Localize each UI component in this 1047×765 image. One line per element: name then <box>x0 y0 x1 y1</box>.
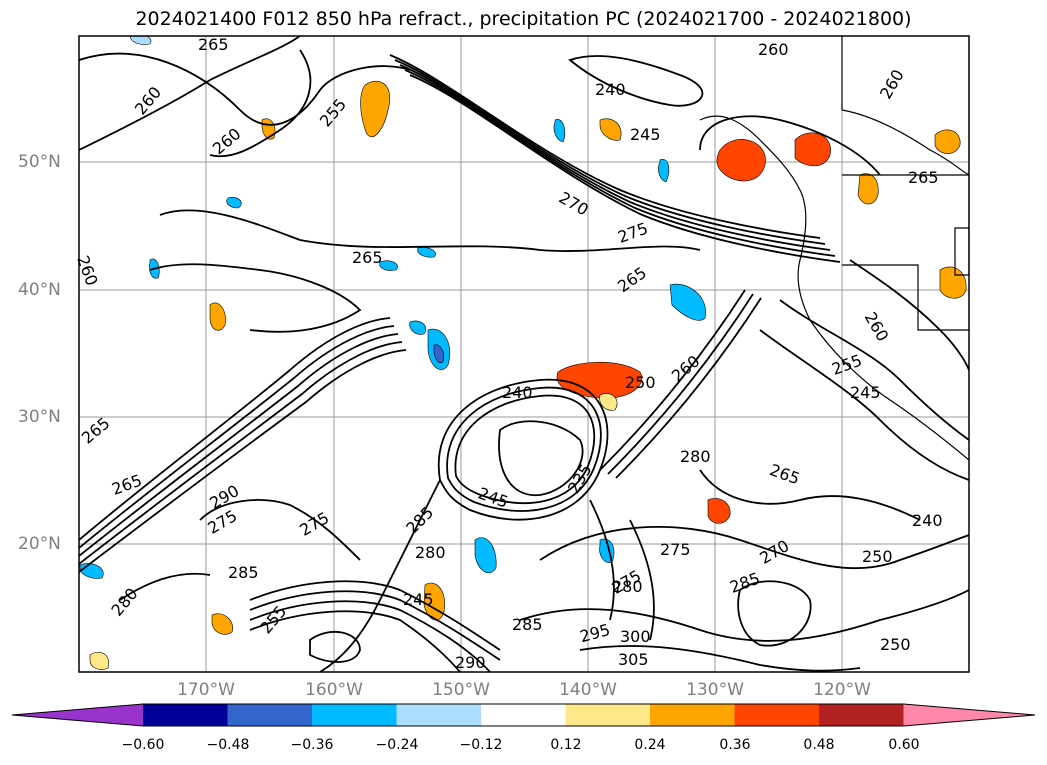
contour-label: 245 <box>850 383 881 402</box>
map-frame <box>78 35 970 673</box>
map-area <box>79 36 969 672</box>
colorbar-tick-label: 0.48 <box>803 737 835 753</box>
colorbar-tick-label: −0.48 <box>206 737 250 753</box>
colorbar-segment <box>312 704 397 726</box>
contour-label: 280 <box>415 543 446 562</box>
lon-label: 150°W <box>432 680 490 700</box>
colorbar-segment <box>396 704 482 726</box>
lat-label: 50°N <box>18 152 61 172</box>
contour-label: 240 <box>502 383 533 402</box>
contour-label: 245 <box>403 590 434 609</box>
contour-label: 250 <box>862 547 893 566</box>
contour-label: 250 <box>625 373 656 392</box>
colorbar-tick-label: −0.24 <box>375 737 419 753</box>
contour-label: 290 <box>455 653 486 672</box>
colorbar <box>11 703 1036 727</box>
contour-label: 245 <box>630 125 661 144</box>
contour-label: 265 <box>908 168 939 187</box>
contour-label: 280 <box>612 577 643 596</box>
colorbar-segment <box>481 704 566 726</box>
contour-label: 240 <box>912 511 943 530</box>
contour-label: 265 <box>352 248 383 267</box>
lat-label: 30°N <box>18 407 61 427</box>
contour-label: 240 <box>595 80 626 99</box>
lon-label: 160°W <box>305 680 363 700</box>
contour-label: 300 <box>620 627 651 646</box>
map-title: 2024021400 F012 850 hPa refract., precip… <box>135 8 912 30</box>
colorbar-tick-label: 0.60 <box>888 737 920 753</box>
colorbar-tick-label: 0.36 <box>719 737 751 753</box>
lon-label: 120°W <box>813 680 871 700</box>
colorbar-segment <box>227 704 313 726</box>
contour-label: 260 <box>758 40 789 59</box>
colorbar-segment <box>819 704 904 726</box>
graticule <box>79 36 969 672</box>
colorbar-tick-label: −0.60 <box>121 737 165 753</box>
precip-fill <box>79 36 967 670</box>
contour-label: 280 <box>680 447 711 466</box>
contour-label: 250 <box>880 635 911 654</box>
coastlines <box>699 36 969 461</box>
lat-label: 20°N <box>18 534 61 554</box>
colorbar-extend-high <box>903 704 1035 726</box>
colorbar-segment <box>734 704 820 726</box>
lat-label: 40°N <box>18 280 61 300</box>
contour-label: 275 <box>660 540 691 559</box>
contour-label: 285 <box>228 563 259 582</box>
colorbar-outline <box>11 703 1036 727</box>
contour-label: 285 <box>512 615 543 634</box>
colorbar-segment <box>143 704 228 726</box>
colorbar-tick-label: −0.12 <box>459 737 503 753</box>
refractivity-contours <box>79 36 969 672</box>
contour-label: 265 <box>198 35 229 54</box>
colorbar-tick-label: −0.36 <box>290 737 334 753</box>
lon-label: 140°W <box>559 680 617 700</box>
colorbar-segment <box>565 704 651 726</box>
lon-label: 170°W <box>177 680 235 700</box>
colorbar-tick-label: 0.24 <box>634 737 666 753</box>
colorbar-segment <box>650 704 735 726</box>
colorbar-tick-label: 0.12 <box>550 737 582 753</box>
lon-label: 130°W <box>686 680 744 700</box>
colorbar-extend-low <box>12 704 143 726</box>
contour-label: 305 <box>618 650 649 669</box>
